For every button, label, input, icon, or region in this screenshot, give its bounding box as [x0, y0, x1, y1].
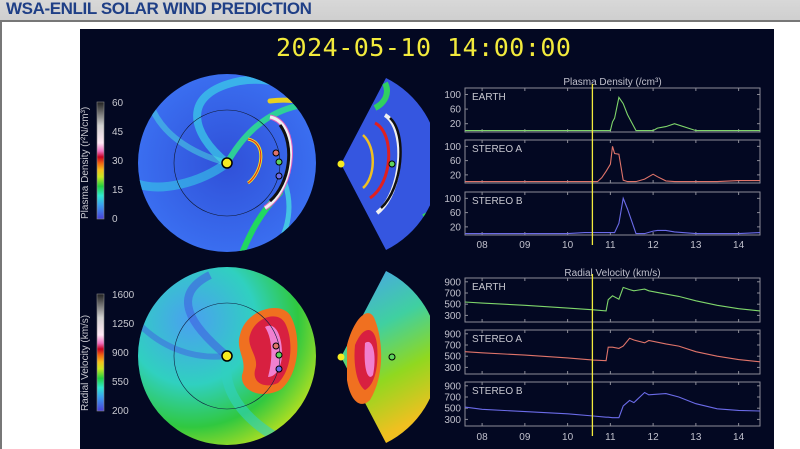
- svg-text:60: 60: [450, 156, 462, 167]
- series-line: [465, 146, 760, 183]
- series-line: [464, 391, 761, 419]
- svg-text:Radial Velocity (km/s): Radial Velocity (km/s): [80, 315, 91, 411]
- svg-text:14: 14: [733, 432, 745, 443]
- svg-text:900: 900: [112, 348, 129, 359]
- svg-text:300: 300: [444, 363, 461, 374]
- velocity-maps: [138, 267, 430, 445]
- svg-text:300: 300: [444, 415, 461, 426]
- svg-text:14: 14: [733, 240, 745, 251]
- svg-text:15: 15: [112, 185, 124, 196]
- series-line: [464, 337, 761, 363]
- series-line: [464, 286, 761, 312]
- svg-text:200: 200: [112, 406, 129, 417]
- svg-text:100: 100: [444, 194, 461, 205]
- svg-text:20: 20: [450, 222, 462, 233]
- series-label: STEREO B: [472, 196, 523, 207]
- density-colorbar: Plasma Density (r²N/cm³) 60 45 30 15 0: [80, 98, 124, 225]
- series-label: EARTH: [472, 92, 506, 103]
- svg-text:500: 500: [444, 352, 461, 363]
- frame-timestamp: 2024-05-10 14:00:00: [276, 33, 572, 62]
- svg-text:500: 500: [444, 404, 461, 415]
- time-series-charts: Plasma Density (/cm³) 100 60 20 EARTH 100 60 20…: [444, 77, 761, 443]
- velocity-ecliptic-disk: [138, 267, 316, 445]
- velocity-meridional-wedge: [337, 271, 430, 443]
- stereo-b-marker: [275, 172, 283, 180]
- svg-text:100: 100: [444, 142, 461, 153]
- svg-text:45: 45: [112, 127, 124, 138]
- svg-text:13: 13: [690, 432, 702, 443]
- density-ecliptic-disk: [138, 74, 316, 252]
- chart-box: [464, 87, 761, 133]
- svg-text:700: 700: [444, 341, 461, 352]
- svg-text:12: 12: [648, 432, 660, 443]
- svg-text:900: 900: [444, 381, 461, 392]
- svg-text:10: 10: [562, 240, 574, 251]
- svg-text:11: 11: [605, 432, 616, 443]
- density-maps: [138, 74, 430, 252]
- svg-text:09: 09: [519, 432, 531, 443]
- colorbars: Plasma Density (r²N/cm³) 60 45 30 15 0 R…: [80, 98, 135, 417]
- chart-title: Radial Velocity (km/s): [564, 268, 660, 279]
- svg-text:10: 10: [562, 432, 574, 443]
- svg-text:12: 12: [648, 240, 660, 251]
- series-label: STEREO A: [472, 334, 522, 345]
- svg-text:60: 60: [450, 208, 462, 219]
- page-title: WSA-ENLIL SOLAR WIND PREDICTION: [6, 0, 312, 18]
- svg-text:13: 13: [690, 240, 702, 251]
- series-line: [465, 96, 760, 132]
- sun-marker: [221, 157, 233, 169]
- svg-text:900: 900: [444, 329, 461, 340]
- stereo-a-marker: [272, 149, 280, 157]
- earth-marker: [275, 158, 283, 166]
- svg-text:1600: 1600: [112, 290, 135, 301]
- series-label: STEREO B: [472, 386, 523, 397]
- svg-text:Plasma Density (r²N/cm³): Plasma Density (r²N/cm³): [80, 107, 91, 219]
- svg-text:20: 20: [450, 119, 462, 130]
- page-header: WSA-ENLIL SOLAR WIND PREDICTION: [0, 0, 800, 22]
- enlil-animation-frame: 2024-05-10 14:00:00 Plasma Density (r²N/…: [80, 29, 774, 449]
- svg-text:300: 300: [444, 311, 461, 322]
- velocity-colorbar: Radial Velocity (km/s) 1600 1250 900 550…: [80, 290, 135, 417]
- series-label: EARTH: [472, 282, 506, 293]
- svg-text:1250: 1250: [112, 319, 135, 330]
- svg-text:700: 700: [444, 393, 461, 404]
- density-meridional-wedge: [337, 78, 430, 250]
- svg-text:100: 100: [444, 90, 461, 101]
- chart-box: [464, 191, 761, 236]
- svg-text:550: 550: [112, 377, 129, 388]
- svg-text:500: 500: [444, 300, 461, 311]
- svg-text:700: 700: [444, 289, 461, 300]
- svg-text:09: 09: [519, 240, 531, 251]
- chart-title: Plasma Density (/cm³): [563, 77, 661, 88]
- svg-text:11: 11: [605, 240, 616, 251]
- series-label: STEREO A: [472, 144, 522, 155]
- svg-text:900: 900: [444, 277, 461, 288]
- svg-text:60: 60: [450, 105, 462, 116]
- series-line: [465, 196, 761, 235]
- svg-text:30: 30: [112, 156, 124, 167]
- svg-text:20: 20: [450, 170, 462, 181]
- svg-text:60: 60: [112, 98, 124, 109]
- svg-text:08: 08: [477, 432, 489, 443]
- chart-box: [464, 139, 761, 184]
- svg-text:08: 08: [477, 240, 489, 251]
- chart-box: [464, 381, 761, 427]
- chart-box: [464, 277, 761, 323]
- svg-text:0: 0: [112, 214, 118, 225]
- sun-marker-wedge: [337, 160, 345, 168]
